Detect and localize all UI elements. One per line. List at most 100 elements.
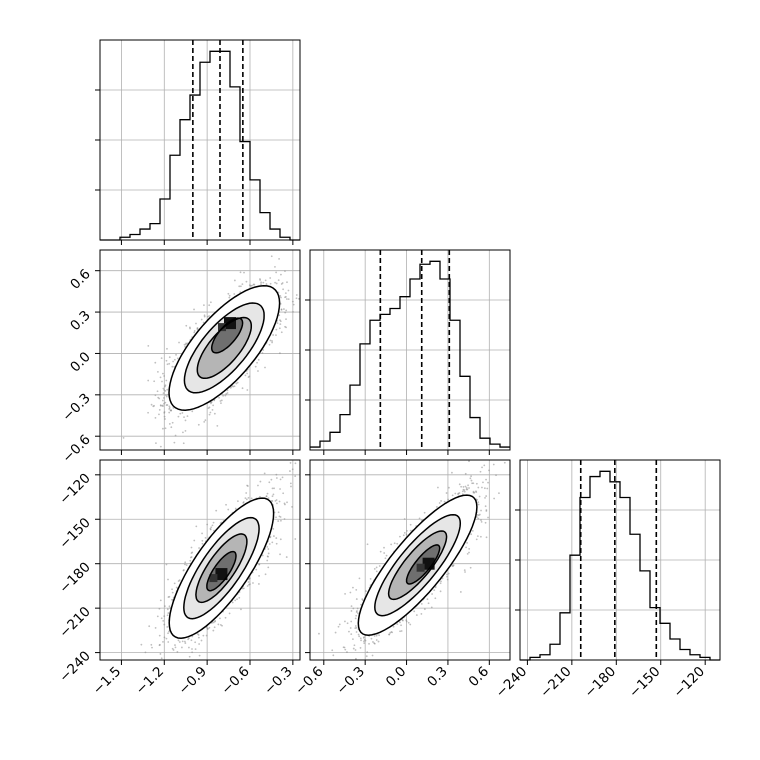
sample-point — [219, 400, 222, 402]
sample-point — [300, 292, 302, 294]
sample-point — [203, 304, 205, 307]
sample-point — [236, 598, 238, 601]
sample-point — [272, 493, 275, 496]
sample-point — [257, 370, 259, 372]
sample-point — [301, 303, 303, 305]
sample-point — [167, 578, 169, 581]
sample-point — [279, 294, 282, 297]
sample-point — [157, 370, 159, 373]
sample-point — [271, 341, 273, 344]
sample-point — [219, 617, 221, 620]
sample-point — [181, 412, 184, 414]
sample-point — [202, 321, 205, 324]
sample-point — [271, 340, 273, 342]
sample-point — [291, 300, 294, 303]
sample-point — [262, 281, 265, 284]
sample-point — [262, 349, 265, 351]
sample-point — [208, 626, 211, 629]
sample-point — [259, 480, 262, 483]
sample-point — [206, 523, 209, 526]
sample-point — [275, 328, 278, 331]
sample-point — [165, 394, 167, 397]
sample-point — [166, 363, 169, 366]
sample-point — [225, 393, 228, 395]
sample-point — [162, 427, 164, 430]
sample-point — [285, 298, 288, 300]
sample-point — [218, 396, 220, 399]
sample-point — [168, 630, 170, 633]
sample-point — [163, 402, 165, 405]
sample-point — [283, 308, 285, 310]
histogram-panel-1 — [305, 249, 511, 455]
sample-point — [171, 421, 174, 424]
sample-point — [279, 323, 282, 325]
sample-point — [280, 273, 282, 276]
sample-point — [212, 521, 215, 524]
sample-point — [158, 644, 161, 647]
contour-line — [183, 302, 265, 394]
sample-point — [291, 505, 293, 508]
sample-point — [269, 277, 272, 279]
sample-point — [225, 503, 227, 506]
sample-point — [216, 424, 219, 427]
sample-point — [274, 499, 277, 502]
sample-point — [193, 329, 196, 332]
sample-point — [290, 485, 292, 488]
sample-point — [188, 646, 190, 649]
sample-point — [272, 528, 275, 530]
sample-point — [284, 292, 287, 295]
sample-point — [196, 328, 199, 331]
sample-point — [275, 271, 278, 274]
sample-point — [198, 547, 200, 549]
sample-point — [165, 395, 168, 398]
sample-point — [231, 601, 234, 604]
sample-point — [267, 548, 270, 550]
sample-point — [158, 607, 161, 610]
sample-point — [201, 542, 204, 545]
sample-point — [168, 405, 171, 408]
sample-point — [247, 497, 250, 499]
sample-point — [159, 445, 162, 448]
sample-point — [175, 586, 178, 589]
x-tick-label: −180 — [582, 664, 620, 702]
sample-point — [284, 503, 286, 506]
sample-point — [176, 357, 179, 360]
sample-point — [189, 556, 192, 559]
sample-point — [213, 626, 216, 629]
sample-point — [171, 647, 174, 650]
sample-point — [249, 284, 252, 287]
sample-point — [267, 552, 270, 555]
sample-point — [245, 498, 248, 501]
x-tick-label: −210 — [537, 664, 575, 702]
histogram-panel-0 — [95, 39, 301, 245]
sample-point — [307, 284, 309, 286]
sample-point — [275, 334, 277, 337]
scatter-panel-0-2: −1.5 −1.2 −0.9 −0.6 −0.3−240−210−180−150−120 — [56, 459, 301, 698]
sample-point — [246, 389, 249, 391]
sample-point — [150, 643, 153, 646]
sample-point — [160, 617, 163, 620]
sample-point — [298, 297, 300, 300]
sample-point — [278, 500, 281, 503]
sample-point — [250, 497, 253, 500]
sample-point — [159, 404, 162, 407]
sample-point — [240, 608, 242, 611]
sample-point — [280, 331, 283, 334]
sample-point — [266, 559, 269, 562]
sample-point — [226, 392, 229, 394]
sample-point — [197, 423, 200, 426]
sample-point — [258, 575, 260, 577]
sample-point — [238, 596, 241, 599]
sample-point — [278, 352, 281, 355]
sample-point — [164, 401, 167, 404]
sample-point — [287, 289, 290, 292]
sample-point — [165, 637, 168, 640]
sample-point — [245, 492, 248, 494]
scatter-panel-0-1: −0.6−0.30.00.30.6 — [59, 249, 309, 466]
sample-point — [174, 646, 177, 649]
sample-point — [208, 413, 211, 416]
sample-point — [267, 497, 270, 500]
scatter-area — [100, 250, 309, 450]
sample-point — [280, 308, 283, 311]
sample-point — [243, 271, 245, 274]
